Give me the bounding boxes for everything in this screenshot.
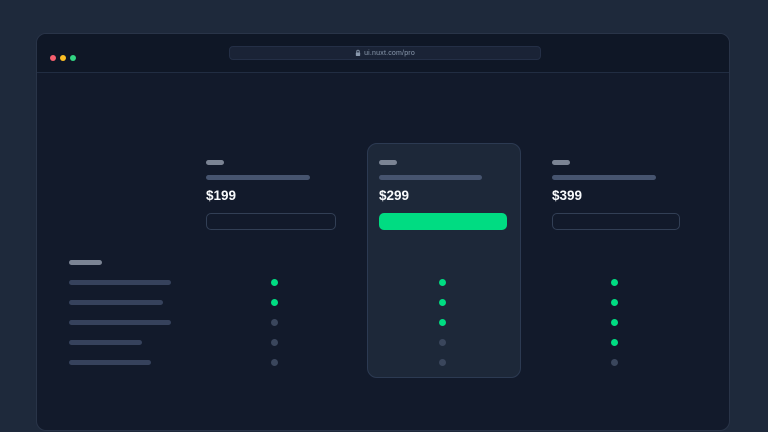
select-plan-button[interactable]	[552, 213, 680, 230]
feature-dot	[439, 359, 446, 366]
feature-line-skeleton	[69, 300, 163, 305]
plan-title-skeleton	[379, 160, 397, 165]
plan-price: $399	[552, 188, 583, 203]
feature-dot	[439, 339, 446, 346]
plan-subtitle-skeleton	[206, 175, 310, 180]
feature-list-header-skeleton	[69, 260, 102, 265]
plan-price: $299	[379, 188, 410, 203]
url-text: ui.nuxt.com/pro	[364, 49, 415, 57]
feature-dot	[611, 279, 618, 286]
url-bar[interactable]: ui.nuxt.com/pro	[229, 46, 541, 60]
maximize-window-button[interactable]	[70, 55, 76, 61]
feature-dot	[271, 299, 278, 306]
feature-line-skeleton	[69, 340, 142, 345]
featured-plan-card	[367, 143, 521, 378]
minimize-window-button[interactable]	[60, 55, 66, 61]
feature-dot	[271, 339, 278, 346]
feature-line-skeleton	[69, 320, 171, 325]
select-plan-button[interactable]	[379, 213, 507, 230]
feature-dot	[271, 319, 278, 326]
plan-title-skeleton	[206, 160, 224, 165]
feature-dot	[271, 359, 278, 366]
close-window-button[interactable]	[50, 55, 56, 61]
feature-dot	[271, 279, 278, 286]
feature-dot	[611, 319, 618, 326]
feature-dot	[611, 339, 618, 346]
browser-window: ui.nuxt.com/pro $199 $299 $399	[36, 33, 730, 431]
feature-dot	[611, 299, 618, 306]
feature-line-skeleton	[69, 360, 151, 365]
feature-dot	[439, 299, 446, 306]
feature-line-skeleton	[69, 280, 171, 285]
browser-titlebar: ui.nuxt.com/pro	[37, 34, 729, 73]
plan-subtitle-skeleton	[379, 175, 482, 180]
plan-subtitle-skeleton	[552, 175, 656, 180]
select-plan-button[interactable]	[206, 213, 336, 230]
plan-price: $199	[206, 188, 237, 203]
feature-dot	[439, 279, 446, 286]
plan-title-skeleton	[552, 160, 570, 165]
lock-icon	[355, 49, 361, 57]
traffic-lights	[50, 55, 76, 61]
feature-dot	[439, 319, 446, 326]
feature-dot	[611, 359, 618, 366]
